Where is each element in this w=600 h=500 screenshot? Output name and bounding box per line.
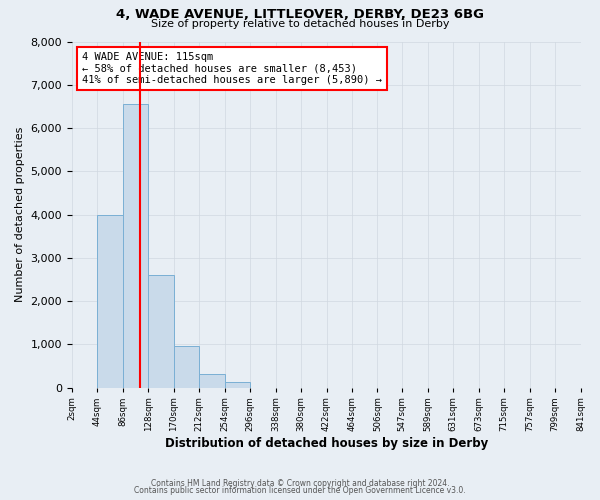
Text: Size of property relative to detached houses in Derby: Size of property relative to detached ho…: [151, 19, 449, 29]
Bar: [97, 214, 123, 388]
Bar: [224, 382, 250, 388]
Bar: [174, 346, 199, 388]
Text: 4 WADE AVENUE: 115sqm
← 58% of detached houses are smaller (8,453)
41% of semi-d: 4 WADE AVENUE: 115sqm ← 58% of detached …: [82, 52, 382, 85]
Text: Contains HM Land Registry data © Crown copyright and database right 2024.: Contains HM Land Registry data © Crown c…: [151, 478, 449, 488]
Bar: [123, 104, 148, 388]
X-axis label: Distribution of detached houses by size in Derby: Distribution of detached houses by size …: [164, 437, 488, 450]
Text: Contains public sector information licensed under the Open Government Licence v3: Contains public sector information licen…: [134, 486, 466, 495]
Bar: [199, 374, 224, 388]
Bar: [148, 275, 174, 388]
Text: 4, WADE AVENUE, LITTLEOVER, DERBY, DE23 6BG: 4, WADE AVENUE, LITTLEOVER, DERBY, DE23 …: [116, 8, 484, 20]
Y-axis label: Number of detached properties: Number of detached properties: [15, 127, 25, 302]
